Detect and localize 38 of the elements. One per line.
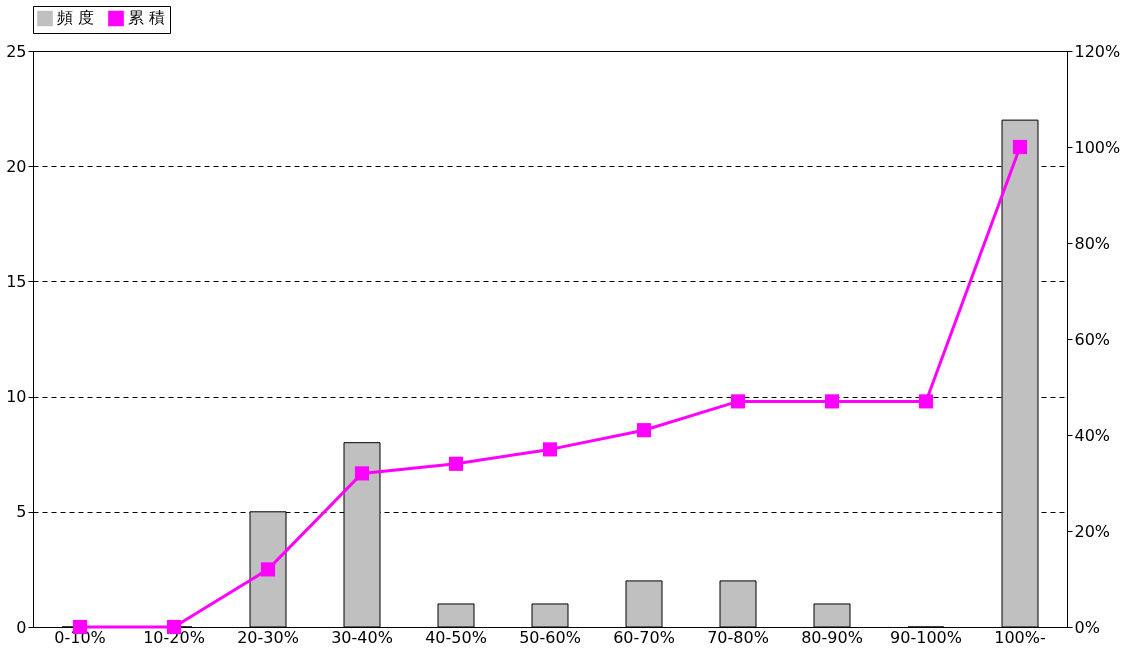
x-tick-label: 100%- <box>994 627 1046 647</box>
point <box>1012 139 1028 155</box>
point <box>824 394 840 409</box>
point <box>636 423 652 438</box>
bar <box>625 580 663 628</box>
x-tick-label: 40-50% <box>425 627 487 647</box>
x-tick-label: 90-100% <box>890 627 962 647</box>
x-tick-label: 30-40% <box>331 627 393 647</box>
point <box>542 442 558 457</box>
y2-tick-label: 40% <box>1074 425 1111 445</box>
bar <box>531 603 569 628</box>
bar <box>719 580 757 628</box>
y-tick-label: 25 <box>6 41 27 61</box>
y-tick-label: 20 <box>6 156 27 176</box>
legend-label: 頻 度 <box>57 8 95 28</box>
y-tick-label: 5 <box>16 502 27 522</box>
y2-tick-label: 80% <box>1074 233 1111 253</box>
point <box>730 394 746 409</box>
point <box>260 562 276 577</box>
y2-tick-label: 20% <box>1074 521 1111 541</box>
y-tick-label: 0 <box>16 617 27 637</box>
x-tick-label: 50-60% <box>519 627 581 647</box>
y2-tick-label: 60% <box>1074 329 1111 349</box>
y-tick-label: 15 <box>6 271 27 291</box>
y-tick-label: 10 <box>6 387 27 407</box>
y2-tick-label: 100% <box>1074 137 1121 157</box>
x-tick-label: 20-30% <box>237 627 299 647</box>
point <box>354 466 370 481</box>
y2-tick-label: 0% <box>1074 617 1100 637</box>
point <box>448 456 464 471</box>
bar <box>813 603 851 628</box>
x-tick-label: 70-80% <box>707 627 769 647</box>
bar <box>437 603 475 628</box>
y2-tick-label: 120% <box>1074 41 1121 61</box>
x-tick-label: 60-70% <box>613 627 675 647</box>
x-tick-label: 80-90% <box>801 627 863 647</box>
legend-label: 累 積 <box>128 8 166 28</box>
point <box>918 394 934 409</box>
